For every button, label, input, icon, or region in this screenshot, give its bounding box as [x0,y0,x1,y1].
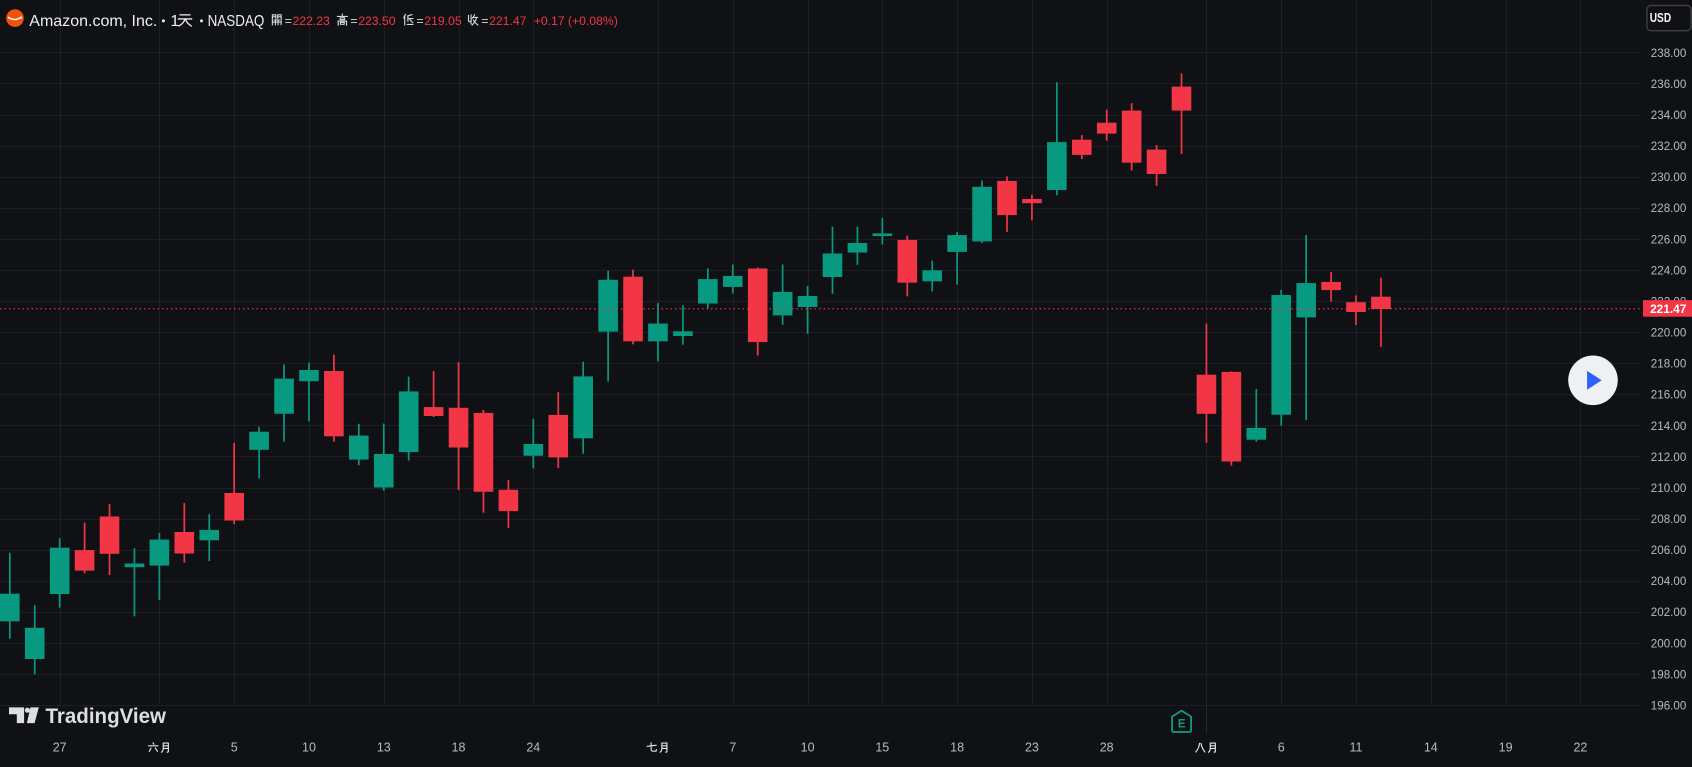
svg-text:TradingView: TradingView [46,704,167,728]
svg-text:216.00: 216.00 [1651,388,1687,402]
svg-text:219.05: 219.05 [424,14,462,28]
svg-text:196.00: 196.00 [1651,699,1687,713]
svg-text:204.00: 204.00 [1651,574,1687,588]
svg-text:5: 5 [231,741,238,755]
svg-text:234.00: 234.00 [1651,108,1687,122]
svg-text:14: 14 [1424,741,1438,755]
svg-text:+0.17 (+0.08%): +0.17 (+0.08%) [534,14,618,28]
svg-text:1: 1 [170,13,179,30]
svg-text:18: 18 [950,741,964,755]
svg-text:USD: USD [1650,10,1672,25]
svg-text:208.00: 208.00 [1651,512,1687,526]
svg-text:214.00: 214.00 [1651,419,1687,433]
svg-text:15: 15 [875,741,889,755]
svg-text:22: 22 [1573,741,1587,755]
svg-text:=: = [481,14,488,28]
svg-text:218.00: 218.00 [1651,357,1687,371]
svg-text:27: 27 [53,741,67,755]
svg-text:=: = [350,14,357,28]
svg-text:NASDAQ: NASDAQ [208,13,265,30]
svg-text:24: 24 [526,741,540,755]
svg-text:=: = [416,14,423,28]
svg-text:232.00: 232.00 [1651,139,1687,153]
svg-text:10: 10 [801,741,815,755]
svg-text:222.23: 222.23 [293,14,331,28]
svg-text:11: 11 [1350,741,1363,755]
svg-text:226.00: 226.00 [1651,232,1687,246]
svg-text:221.47: 221.47 [489,14,527,28]
svg-text:18: 18 [452,741,466,755]
svg-text:200.00: 200.00 [1651,636,1687,650]
svg-text:236.00: 236.00 [1651,77,1687,91]
svg-text:202.00: 202.00 [1651,605,1687,619]
svg-text:230.00: 230.00 [1651,170,1687,184]
svg-text:Amazon.com, Inc.: Amazon.com, Inc. [29,13,157,30]
svg-text:221.47: 221.47 [1650,302,1686,316]
svg-text:6: 6 [1278,741,1285,755]
svg-text:206.00: 206.00 [1651,543,1687,557]
svg-text:10: 10 [302,741,316,755]
svg-text:228.00: 228.00 [1651,201,1687,215]
svg-text:7: 7 [729,741,736,755]
svg-text:238.00: 238.00 [1651,46,1687,60]
svg-text:210.00: 210.00 [1651,481,1687,495]
svg-text:13: 13 [377,741,391,755]
svg-text:212.00: 212.00 [1651,450,1687,464]
svg-text:=: = [285,14,292,28]
svg-text:198.00: 198.00 [1651,667,1687,681]
svg-text:220.00: 220.00 [1651,326,1687,340]
svg-text:224.00: 224.00 [1651,263,1687,277]
svg-text:28: 28 [1100,741,1114,755]
svg-text:223.50: 223.50 [358,14,396,28]
svg-text:19: 19 [1499,741,1513,755]
svg-text:23: 23 [1025,741,1039,755]
svg-text:E: E [1178,718,1186,730]
